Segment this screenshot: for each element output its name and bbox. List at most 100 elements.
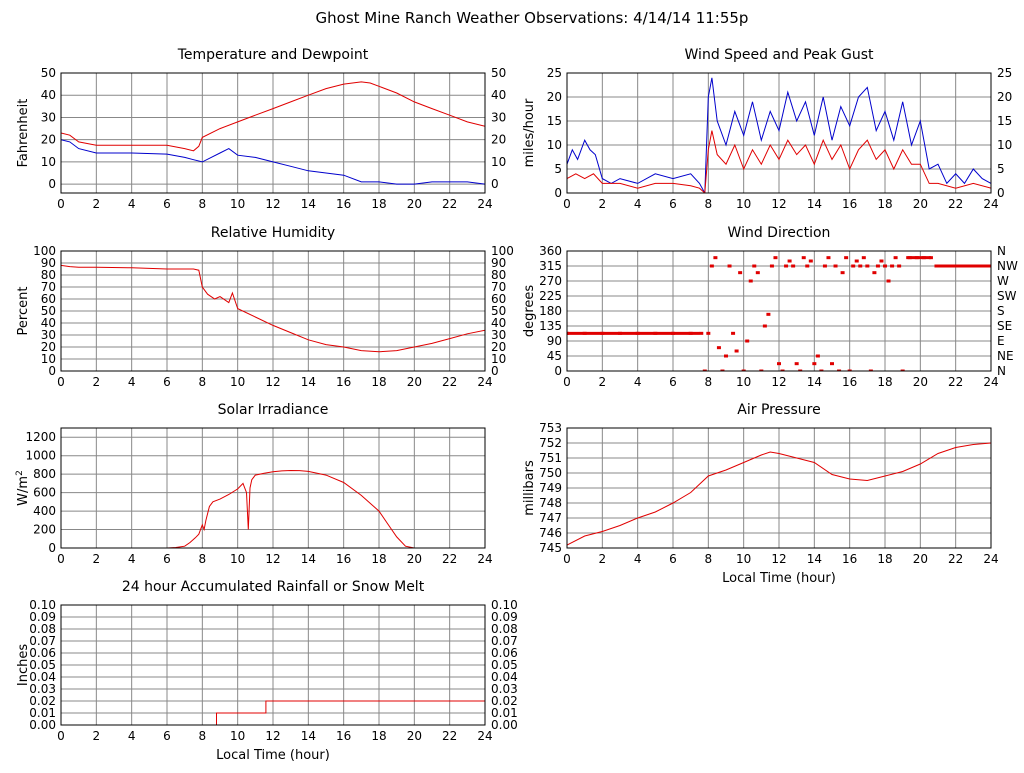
wind-direction-right-tick-label: W (997, 274, 1009, 288)
wind-direction-point (837, 369, 842, 371)
pressure-xtick-label: 24 (983, 552, 998, 566)
humidity-right-tick-label: 40 (491, 316, 506, 330)
humidity-ytick-label: 100 (33, 244, 56, 258)
wind-direction-xtick-label: 18 (877, 375, 892, 389)
wind-direction-xtick-label: 8 (705, 375, 713, 389)
humidity-xtick-label: 22 (442, 375, 457, 389)
wind-direction-point (720, 369, 725, 371)
solar-ytick-label: 200 (33, 523, 56, 537)
solar-series-line-0 (61, 469, 485, 548)
wind-speed-ytick-label: 15 (547, 114, 562, 128)
solar-ytick-label: 1000 (25, 449, 56, 463)
humidity-xtick-label: 12 (265, 375, 280, 389)
wind-direction-point (709, 264, 714, 268)
humidity-frame (60, 250, 486, 372)
wind-direction-right-tick-label: E (997, 334, 1005, 348)
wind-direction-point (847, 369, 852, 371)
wind-speed-frame (566, 72, 992, 194)
wind-speed-ytick-label: 5 (554, 162, 562, 176)
humidity-xtick-label: 24 (477, 375, 492, 389)
rainfall-right-tick-label: 0.02 (491, 694, 518, 708)
temperature-xtick-label: 24 (477, 197, 492, 211)
rainfall-xtick-label: 22 (442, 729, 457, 743)
pressure-ytick-label: 747 (539, 511, 562, 525)
wind-speed-ytick-label: 25 (547, 66, 562, 80)
humidity-series-line-0 (61, 264, 485, 353)
wind-direction-point (780, 369, 785, 371)
humidity-xtick-label: 14 (301, 375, 316, 389)
solar-xtick-label: 10 (230, 552, 245, 566)
rainfall-chart: 24 hour Accumulated Rainfall or Snow Mel… (16, 579, 518, 763)
solar-xtick-label: 4 (128, 552, 136, 566)
solar-xtick-label: 2 (93, 552, 101, 566)
wind-direction-point (868, 369, 873, 371)
humidity-right-tick-label: 60 (491, 292, 506, 306)
wind-direction-point (886, 279, 891, 283)
rainfall-right-tick-label: 0.05 (491, 658, 518, 672)
rainfall-xtick-label: 10 (230, 729, 245, 743)
temperature-ytick-label: 20 (41, 133, 56, 147)
rainfall-ytick-label: 0.08 (29, 622, 56, 636)
wind-speed-ytick-label: 10 (547, 138, 562, 152)
wind-direction-point (890, 264, 895, 268)
pressure-xtick-label: 10 (736, 552, 751, 566)
rainfall-series-line-0 (61, 700, 485, 725)
rainfall-ytick-label: 0.09 (29, 610, 56, 624)
wind-speed-xtick-label: 12 (771, 197, 786, 211)
humidity-xtick-label: 6 (163, 375, 171, 389)
temperature-xtick-label: 18 (371, 197, 386, 211)
temperature-title: Temperature and Dewpoint (177, 47, 369, 63)
humidity-xtick-label: 10 (230, 375, 245, 389)
humidity-ytick-label: 80 (41, 268, 56, 282)
humidity-xtick-label: 4 (128, 375, 136, 389)
rainfall-xtick-label: 8 (199, 729, 207, 743)
wind-direction-point (706, 331, 711, 335)
rainfall-xtick-label: 14 (301, 729, 316, 743)
wind-direction-point (812, 362, 817, 366)
humidity-xtick-label: 0 (57, 375, 65, 389)
wind-direction-point (741, 369, 746, 371)
wind-direction-point (808, 259, 813, 263)
wind-direction-right-tick-label: SW (997, 289, 1017, 303)
wind-direction-xtick-label: 16 (842, 375, 857, 389)
wind-speed-right-tick-label: 10 (997, 138, 1012, 152)
solar-ytick-label: 400 (33, 504, 56, 518)
temperature-xtick-label: 2 (93, 197, 101, 211)
temperature-series-line-1 (61, 139, 485, 185)
wind-speed-xtick-label: 6 (669, 197, 677, 211)
humidity-ylabel: Percent (16, 287, 31, 336)
wind-direction-point (716, 346, 721, 350)
rainfall-xtick-label: 2 (93, 729, 101, 743)
temperature-frame (60, 72, 486, 194)
rainfall-xtick-label: 4 (128, 729, 136, 743)
wind-direction-point (897, 264, 902, 268)
rainfall-xtick-label: 12 (265, 729, 280, 743)
rainfall-xtick-label: 0 (57, 729, 65, 743)
solar-xtick-label: 6 (163, 552, 171, 566)
wind-speed-xtick-label: 4 (634, 197, 642, 211)
wind-direction-point (840, 271, 845, 275)
rainfall-ytick-label: 0.06 (29, 646, 56, 660)
solar-ytick-label: 0 (48, 541, 56, 555)
wind-direction-point (784, 264, 789, 268)
wind-direction-point (762, 324, 767, 328)
wind-speed-xtick-label: 16 (842, 197, 857, 211)
wind-speed-title: Wind Speed and Peak Gust (685, 47, 874, 63)
humidity-ytick-label: 70 (41, 280, 56, 294)
wind-direction-ytick-label: 180 (539, 304, 562, 318)
solar-ylabel-superscript: 2 (15, 470, 25, 476)
humidity-ytick-label: 20 (41, 340, 56, 354)
solar-frame (60, 427, 486, 549)
wind-direction-right-tick-label: S (997, 304, 1005, 318)
rainfall-xtick-label: 24 (477, 729, 492, 743)
wind-speed-right-tick-label: 15 (997, 114, 1012, 128)
wind-speed-right-tick-label: 20 (997, 90, 1012, 104)
rainfall-right-tick-label: 0.09 (491, 610, 518, 624)
wind-direction-point (713, 256, 718, 260)
wind-direction-point (752, 264, 757, 268)
wind-direction-point (854, 259, 859, 263)
pressure-ytick-label: 746 (539, 526, 562, 540)
wind-direction-point (879, 259, 884, 263)
